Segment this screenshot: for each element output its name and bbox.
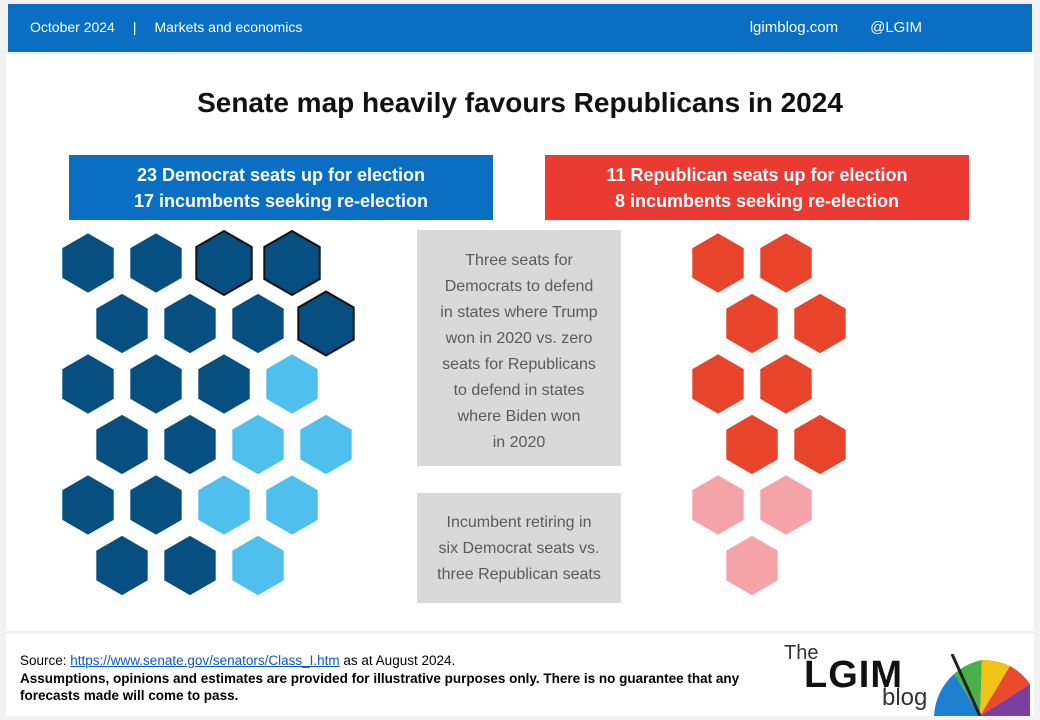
footer: Source: https://www.senate.gov/senators/… <box>6 634 1034 716</box>
logo-the: The <box>784 642 819 664</box>
retiring-note-line: three Republican seats <box>437 566 601 583</box>
republican-banner: 11 Republican seats up for election 8 in… <box>545 155 969 220</box>
top-bar-right: lgimblog.com @LGIM <box>750 19 922 36</box>
democrat-incumbent-seat <box>160 289 220 358</box>
democrat-incumbent-seat <box>58 349 118 419</box>
retiring-note-line: six Democrat seats vs. <box>438 540 600 557</box>
democrat-retiring-seat <box>194 470 254 540</box>
republican-seat-hexes <box>688 228 850 600</box>
democrat-incumbent-seat <box>92 289 152 358</box>
democrat-incumbent-seat <box>160 531 220 600</box>
seat-hex-map <box>58 228 850 600</box>
republican-retiring-seat <box>756 470 816 540</box>
republican-incumbent-seat <box>688 349 748 419</box>
democrat-banner-line1: 23 Democrat seats up for election <box>136 165 426 185</box>
logo-lgim: LGIM <box>804 654 903 696</box>
trump-states-note: Three seats for Democrats to defend in sta… <box>417 230 621 466</box>
republican-banner-line1: 11 Republican seats up for election <box>606 165 908 185</box>
section-label: Markets and economics <box>154 19 303 35</box>
republican-incumbent-seat <box>756 228 816 298</box>
democrat-retiring-seat <box>228 531 288 600</box>
republican-retiring-seat <box>688 470 748 540</box>
retiring-note: Incumbent retiring in six Democrat seats … <box>417 493 621 603</box>
page-title: Senate map heavily favours Republicans i… <box>197 87 843 118</box>
republican-banner-line2: 8 incumbents seeking re-election <box>614 191 900 211</box>
democrat-incumbent-seat <box>195 229 253 297</box>
trump-states-note-line: Three seats for <box>465 252 573 269</box>
democrat-retiring-seat <box>262 349 322 419</box>
website-link[interactable]: lgimblog.com <box>749 19 839 36</box>
date-label: October 2024 <box>30 19 115 35</box>
democrat-banner: 23 Democrat seats up for election 17 inc… <box>69 155 493 220</box>
democrat-incumbent-seat <box>126 470 186 540</box>
democrat-incumbent-seat <box>228 289 288 358</box>
source-line: Source: https://www.senate.gov/senators/… <box>20 653 455 668</box>
republican-incumbent-seat <box>790 289 850 358</box>
democrat-incumbent-seat <box>263 229 321 297</box>
democrat-banner-line2: 17 incumbents seeking re-election <box>133 191 429 211</box>
democrat-incumbent-seat <box>126 349 186 419</box>
trump-states-note-line: seats for Republicans <box>442 356 596 373</box>
republican-incumbent-seat <box>722 289 782 358</box>
democrat-retiring-seat <box>228 410 288 479</box>
top-bar-left: October 2024 | Markets and economics <box>30 19 302 35</box>
republican-incumbent-seat <box>790 410 850 479</box>
democrat-incumbent-seat <box>58 228 118 298</box>
republican-incumbent-seat <box>756 349 816 419</box>
retiring-note-line: Incumbent retiring in <box>446 514 592 531</box>
disclaimer: Assumptions, opinions and estimates are … <box>20 671 740 703</box>
infographic-panel: Senate map heavily favours Republicans i… <box>6 55 1034 631</box>
separator: | <box>132 19 137 35</box>
source-link[interactable]: https://www.senate.gov/senators/Class_I.… <box>70 653 340 668</box>
republican-incumbent-seat <box>688 228 748 298</box>
lgim-blog-logo: The LGIM blog <box>782 638 1032 716</box>
republican-retiring-seat <box>722 531 782 600</box>
democrat-retiring-seat <box>262 470 322 540</box>
democrat-incumbent-seat <box>92 531 152 600</box>
democrat-incumbent-seat <box>160 410 220 479</box>
top-bar: October 2024 | Markets and economics lgi… <box>8 4 1032 52</box>
democrat-incumbent-seat <box>297 290 355 357</box>
source-label: Source: <box>20 653 71 668</box>
democrat-incumbent-seat <box>92 410 152 479</box>
republican-incumbent-seat <box>722 410 782 479</box>
democrat-retiring-seat <box>296 410 356 479</box>
democrat-incumbent-seat <box>194 349 254 419</box>
trump-states-note-line: where Biden won <box>457 408 581 425</box>
trump-states-note-line: Democrats to defend <box>444 278 594 295</box>
trump-states-note-line: to defend in states <box>453 382 585 399</box>
democrat-incumbent-seat <box>58 470 118 540</box>
trump-states-note-line: in 2020 <box>492 434 546 451</box>
umbrella-icon <box>934 654 1030 716</box>
source-suffix: as at August 2024. <box>339 653 456 668</box>
democrat-incumbent-seat <box>126 228 186 298</box>
logo-blog: blog <box>882 684 928 711</box>
trump-states-note-line: won in 2020 vs. zero <box>445 330 593 347</box>
democrat-seat-hexes <box>58 228 356 600</box>
twitter-handle[interactable]: @LGIM <box>870 19 922 36</box>
trump-states-note-line: in states where Trump <box>440 304 598 321</box>
